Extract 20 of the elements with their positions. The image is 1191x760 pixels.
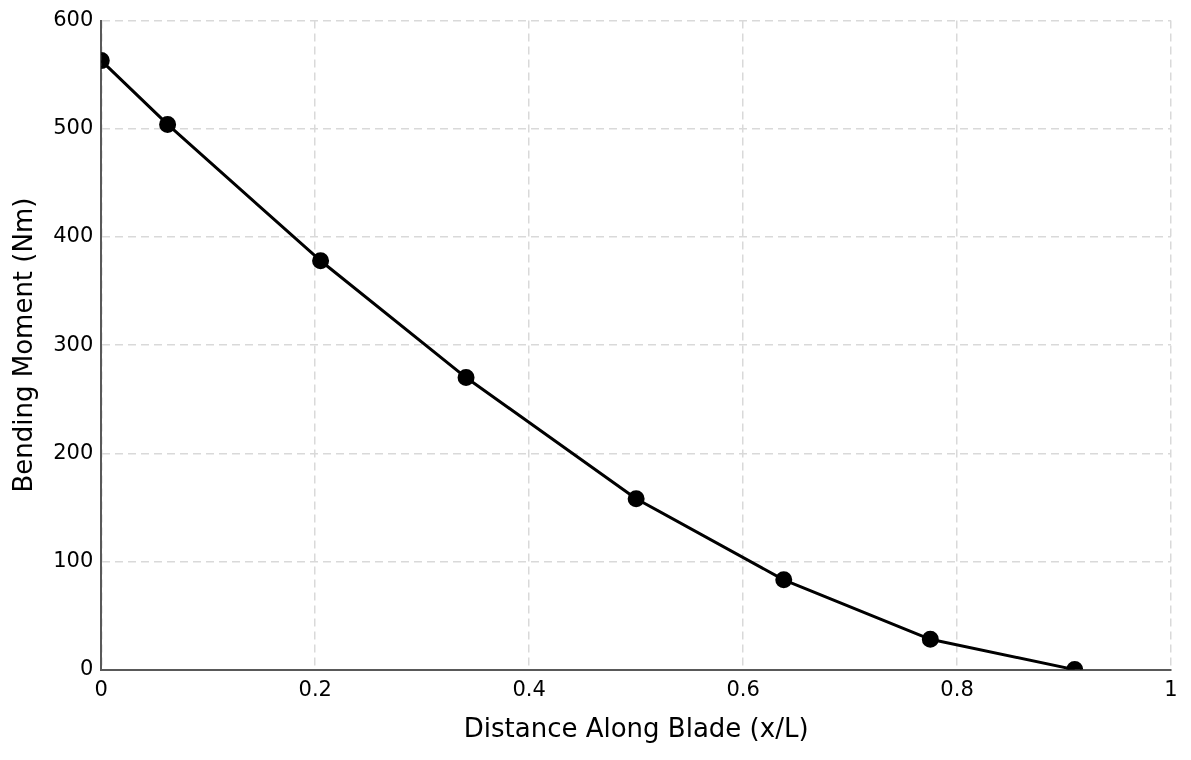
y-tick-label: 100 [53, 547, 94, 572]
x-tick-label: 0.8 [940, 676, 974, 701]
point [775, 571, 793, 589]
y-tick-label: 400 [53, 223, 94, 248]
point [921, 630, 939, 648]
x-tick-label: 0.6 [726, 676, 760, 701]
point [457, 369, 475, 387]
y-tick-label: 500 [53, 115, 94, 140]
y-tick-label: 0 [79, 656, 94, 681]
x-axis-title: Distance Along Blade (x/L) [463, 713, 809, 744]
point [627, 490, 645, 508]
y-tick-label: 300 [53, 331, 94, 356]
point [312, 252, 330, 270]
y-tick-label: 200 [53, 439, 94, 464]
x-tick-label: 0.4 [512, 676, 546, 701]
y-axis-title: Bending Moment (Nm) [8, 197, 39, 493]
y-tick-label: 600 [53, 7, 94, 32]
x-tick-label: 1 [1164, 676, 1178, 701]
point [159, 115, 177, 133]
x-tick-label: 0.2 [298, 676, 332, 701]
